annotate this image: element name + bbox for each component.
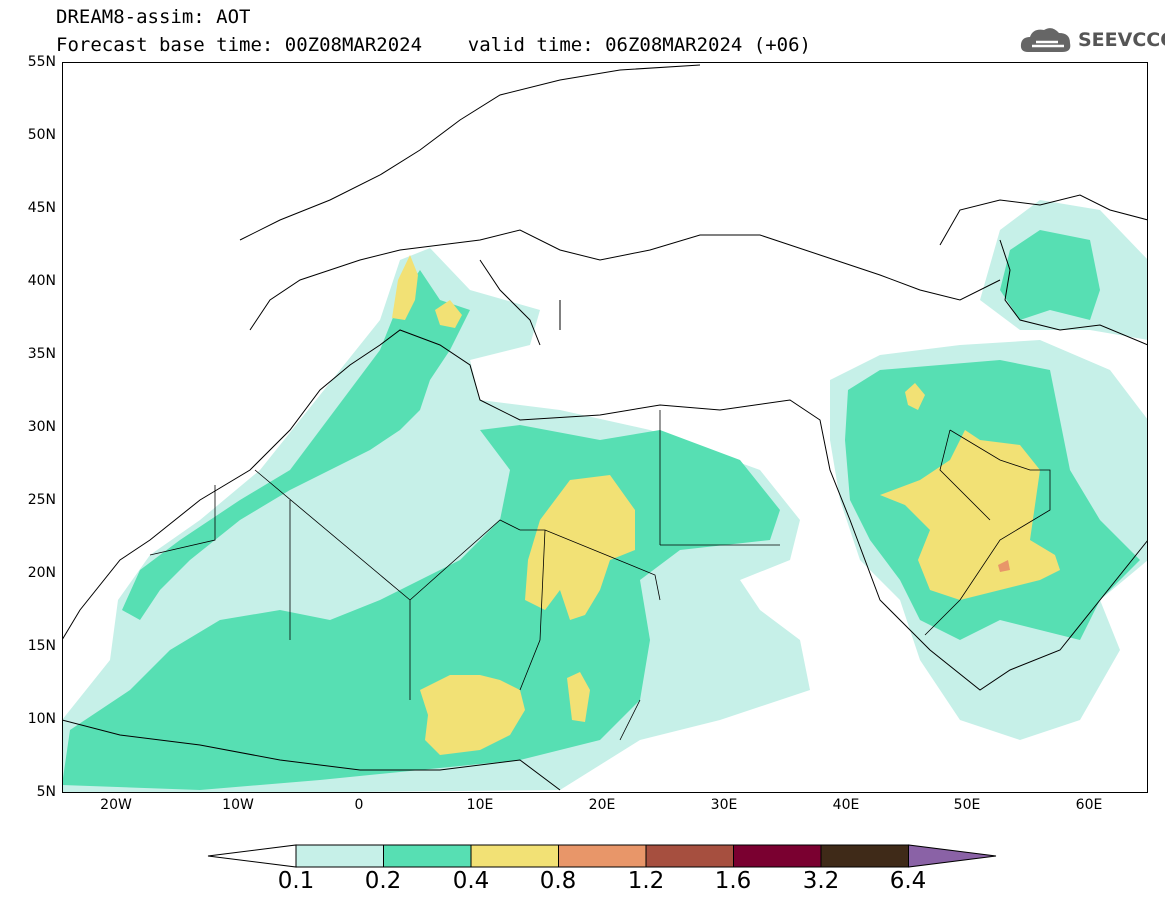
colorbar-cell [645,844,734,868]
aot-band-0.4 [435,300,462,328]
lat-label: 50N [27,127,56,143]
lon-label: 10W [222,797,254,813]
map-frame [62,62,1148,793]
lon-label: 20W [100,797,132,813]
lat-label: 45N [27,200,56,216]
colorbar-cell [207,844,297,868]
chart-subtitle: Forecast base time: 00Z08MAR2024 valid t… [56,34,811,56]
aot-band-0.4 [420,675,525,755]
colorbar-cell [908,844,997,868]
lon-label: 50E [953,797,981,813]
lon-label: 20E [588,797,616,813]
colorbar-cell [470,844,559,868]
colorbar-label: 1.6 [714,868,752,894]
colorbar-cell [383,844,472,868]
lon-label: 10E [466,797,494,813]
colorbar-label: 1.2 [627,868,665,894]
aot-band-0.4 [880,430,1060,600]
aot-band-0.4 [905,383,925,410]
lat-label: 25N [27,492,56,508]
coastlines [62,64,1148,791]
lat-label: 35N [27,346,56,362]
logo-text: SEEVCCC [1078,29,1165,51]
aot-band-0.4 [567,672,590,722]
chart-title: DREAM8-assim: AOT [56,6,251,28]
lat-label: 10N [27,711,56,727]
cloud-icon [1020,28,1071,52]
lon-label: 60E [1075,797,1103,813]
colorbar-label: 0.2 [364,868,402,894]
aot-band-0.4 [525,475,635,620]
aot-band-0.8 [998,560,1010,572]
lat-label: 40N [27,273,56,289]
colorbar-label: 6.4 [889,868,927,894]
lat-label: 55N [27,54,56,70]
colorbar [207,844,997,868]
colorbar-label: 0.4 [452,868,490,894]
colorbar-label: 3.2 [802,868,840,894]
lat-label: 30N [27,419,56,435]
lon-label: 0 [354,797,364,813]
aot-band-0.4 [392,255,418,320]
lon-label: 30E [710,797,738,813]
colorbar-label: 0.8 [539,868,577,894]
lat-label: 15N [27,638,56,654]
colorbar-cell [558,844,647,868]
lon-label: 40E [832,797,860,813]
seevccc-logo: SEEVCCC [1018,24,1165,60]
colorbar-cell [295,844,384,868]
colorbar-cell [820,844,909,868]
aot-band-0.2 [1000,230,1100,320]
colorbar-label: 0.1 [277,868,315,894]
aot-band-0.2 [122,270,470,620]
country-borders [149,410,1051,741]
lat-label: 5N [36,784,56,800]
lat-label: 20N [27,565,56,581]
colorbar-cell [733,844,822,868]
